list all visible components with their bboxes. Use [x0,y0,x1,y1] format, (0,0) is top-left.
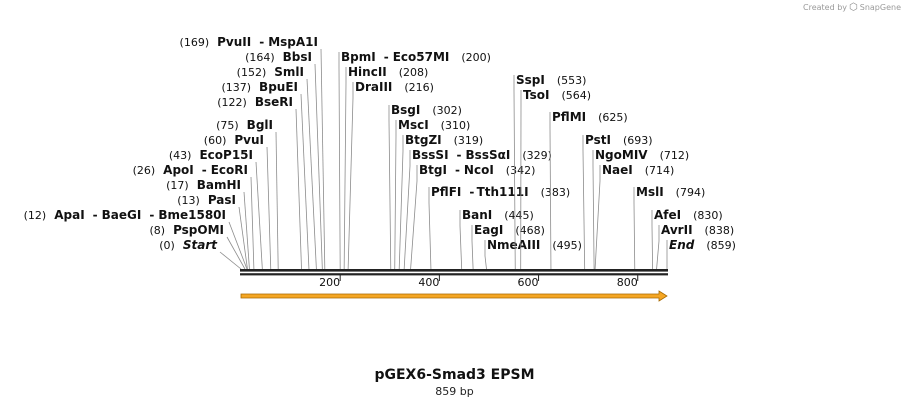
site-line-avrii [656,225,660,270]
site-line-pvuii [320,48,326,270]
site-label-ngomiv: NgoMIV (712) [595,148,689,162]
site-label-psti: PstI (693) [585,133,653,147]
site-label-msci: MscI (310) [398,118,470,132]
snapgene-logo-icon: ⬡ [849,2,858,13]
site-label-btgzi: BtgZI (319) [405,133,483,147]
site-label-bpmi: BpmI - Eco57MI (200) [341,50,491,64]
site-line-bseri [295,108,302,270]
site-label-bbsi: (164) BbsI [245,50,312,64]
site-label-hincii: HincII (208) [348,65,428,79]
brand-name: SnapGene [859,3,901,12]
ruler-tick-label-200: 200 [319,276,340,289]
site-label-bgli: (75) BglI [216,118,273,132]
sequence-length: 859 bp [435,385,474,398]
site-label-bsssi: BssSI - BssSαI (329) [412,148,552,162]
site-label-apai: (12) ApaI - BaeGI - Bme1580I [24,208,226,222]
site-label-bani: BanI (445) [462,208,534,222]
site-line-pspomi [226,236,246,270]
site-line-naei [594,165,601,270]
sequence-title: pGEX6-Smad3 EPSM [374,367,535,383]
site-label-msli: MslI (794) [636,185,705,199]
site-label-end: End (859) [669,238,736,252]
site-line-bamhi [243,191,250,270]
ruler-tick-label-400: 400 [418,276,439,289]
site-line-hincii [343,67,347,270]
site-line-bsssi [403,150,411,270]
site-line-apoi [250,176,255,270]
site-line-bpmi [338,52,341,270]
site-label-avrii: AvrII (838) [661,223,734,237]
site-label-bpuei: (137) BpuEI [221,80,298,94]
site-line-ngomiv [592,150,595,270]
site-line-btgzi [398,135,404,270]
site-label-bamhi: (17) BamHI [166,178,241,192]
site-label-pasi: (13) PasI [177,193,236,207]
site-label-smli: (152) SmlI [237,65,304,79]
site-label-pspomi: (8) PspOMI [149,223,224,237]
brand-credit: Created by ⬡ SnapGene [803,2,901,13]
site-line-bbsi [314,63,323,270]
site-line-bani [459,210,463,270]
site-label-sspi: SspI (553) [516,73,586,87]
site-line-eagi [471,225,474,270]
brand-prefix: Created by [803,3,848,12]
site-line-msci [394,120,397,270]
site-label-pflfi: PflFI - Tth111I (383) [431,185,570,199]
sequence-ruler-bottom [240,273,668,276]
ruler-tick-label-600: 600 [518,276,539,289]
site-label-bsgi: BsgI (302) [391,103,462,117]
site-line-btgi [410,165,418,270]
site-line-pvui [266,146,272,270]
site-line-afei [651,210,654,270]
site-line-sspi [513,75,516,270]
site-label-start: (0) Start [159,238,218,252]
site-label-pflmi: PflMI (625) [552,110,628,124]
sequence-ruler-top [240,269,668,272]
ruler-tick-label-800: 800 [617,276,638,289]
site-label-pvui: (60) PvuI [204,133,264,147]
site-label-pvuii: (169) PvuII - MspA1I [180,35,318,49]
site-line-pflfi [428,187,432,270]
site-label-eagi: EagI (468) [474,223,545,237]
site-line-bsgi [388,105,392,270]
site-label-apoi: (26) ApoI - EcoRI [133,163,248,177]
site-line-bpuei [300,93,310,270]
feature-arrow [240,290,668,302]
site-line-ecop15i [255,161,263,270]
site-label-bseri: (122) BseRI [217,95,293,109]
site-line-psti [582,135,586,270]
site-label-afei: AfeI (830) [654,208,723,222]
site-line-draiii [347,82,354,270]
site-label-btgi: BtgI - NcoI (342) [419,163,535,177]
site-label-nmeaiii: NmeAIII (495) [487,238,582,252]
site-label-ecop15i: (43) EcoP15I [169,148,253,162]
site-line-bgli [275,131,279,270]
restriction-map: (169) PvuII - MspA1I(164) BbsI(152) SmlI(137)… [24,35,736,302]
site-line-pasi [238,206,248,270]
site-line-apai [228,221,248,270]
site-line-smli [306,78,317,270]
site-line-pflmi [549,112,552,270]
site-line-start [219,251,242,270]
site-label-draiii: DraIII (216) [355,80,434,94]
site-line-msli [633,187,636,270]
site-label-tsoi: TsoI (564) [523,88,591,102]
site-line-nmeaiii [484,240,487,270]
site-label-naei: NaeI (714) [602,163,674,177]
